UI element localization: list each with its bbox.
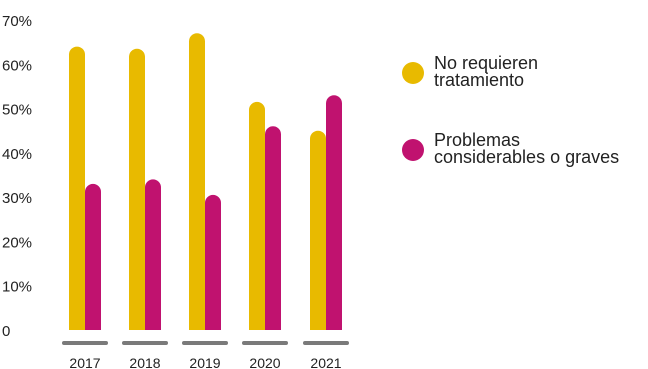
bar-2019-series-1 bbox=[189, 33, 205, 331]
y-tick-label: 50% bbox=[2, 102, 32, 119]
legend-label: No requieren tratamiento bbox=[434, 53, 539, 90]
legend-swatch-yellow bbox=[402, 62, 424, 84]
y-tick-label: 70% bbox=[2, 13, 32, 30]
bar-2020-series-2 bbox=[265, 126, 281, 330]
bar-2020-series-1 bbox=[249, 101, 265, 330]
legend-swatch-magenta bbox=[402, 139, 424, 161]
bar-2018-series-1 bbox=[129, 48, 145, 331]
x-tick-label: 2020 bbox=[249, 355, 280, 369]
x-tick-label: 2018 bbox=[129, 355, 160, 369]
bar-2017-series-1 bbox=[69, 46, 85, 330]
y-tick-label: 30% bbox=[2, 190, 32, 207]
y-tick-label: 0 bbox=[2, 323, 10, 340]
y-tick-label: 40% bbox=[2, 146, 32, 163]
bar-2019-series-2 bbox=[205, 194, 221, 330]
legend-item-problemas: Problemas considerables o graves bbox=[402, 130, 648, 182]
legend-label: Problemas considerables o graves bbox=[434, 130, 620, 167]
legend: No requieren tratamiento Problemas consi… bbox=[402, 53, 648, 209]
bar-2021-series-1 bbox=[310, 130, 326, 330]
x-tick-label: 2021 bbox=[310, 355, 341, 369]
x-tick-label: 2017 bbox=[69, 355, 100, 369]
bar-2021-series-2 bbox=[326, 95, 342, 331]
y-tick-label: 20% bbox=[2, 234, 32, 251]
x-tick-label: 2019 bbox=[189, 355, 220, 369]
bar-2017-series-2 bbox=[85, 183, 101, 330]
y-tick-label: 60% bbox=[2, 57, 32, 74]
legend-item-no-requieren: No requieren tratamiento bbox=[402, 53, 648, 105]
bar-2018-series-2 bbox=[145, 179, 161, 330]
y-tick-label: 10% bbox=[2, 279, 32, 296]
